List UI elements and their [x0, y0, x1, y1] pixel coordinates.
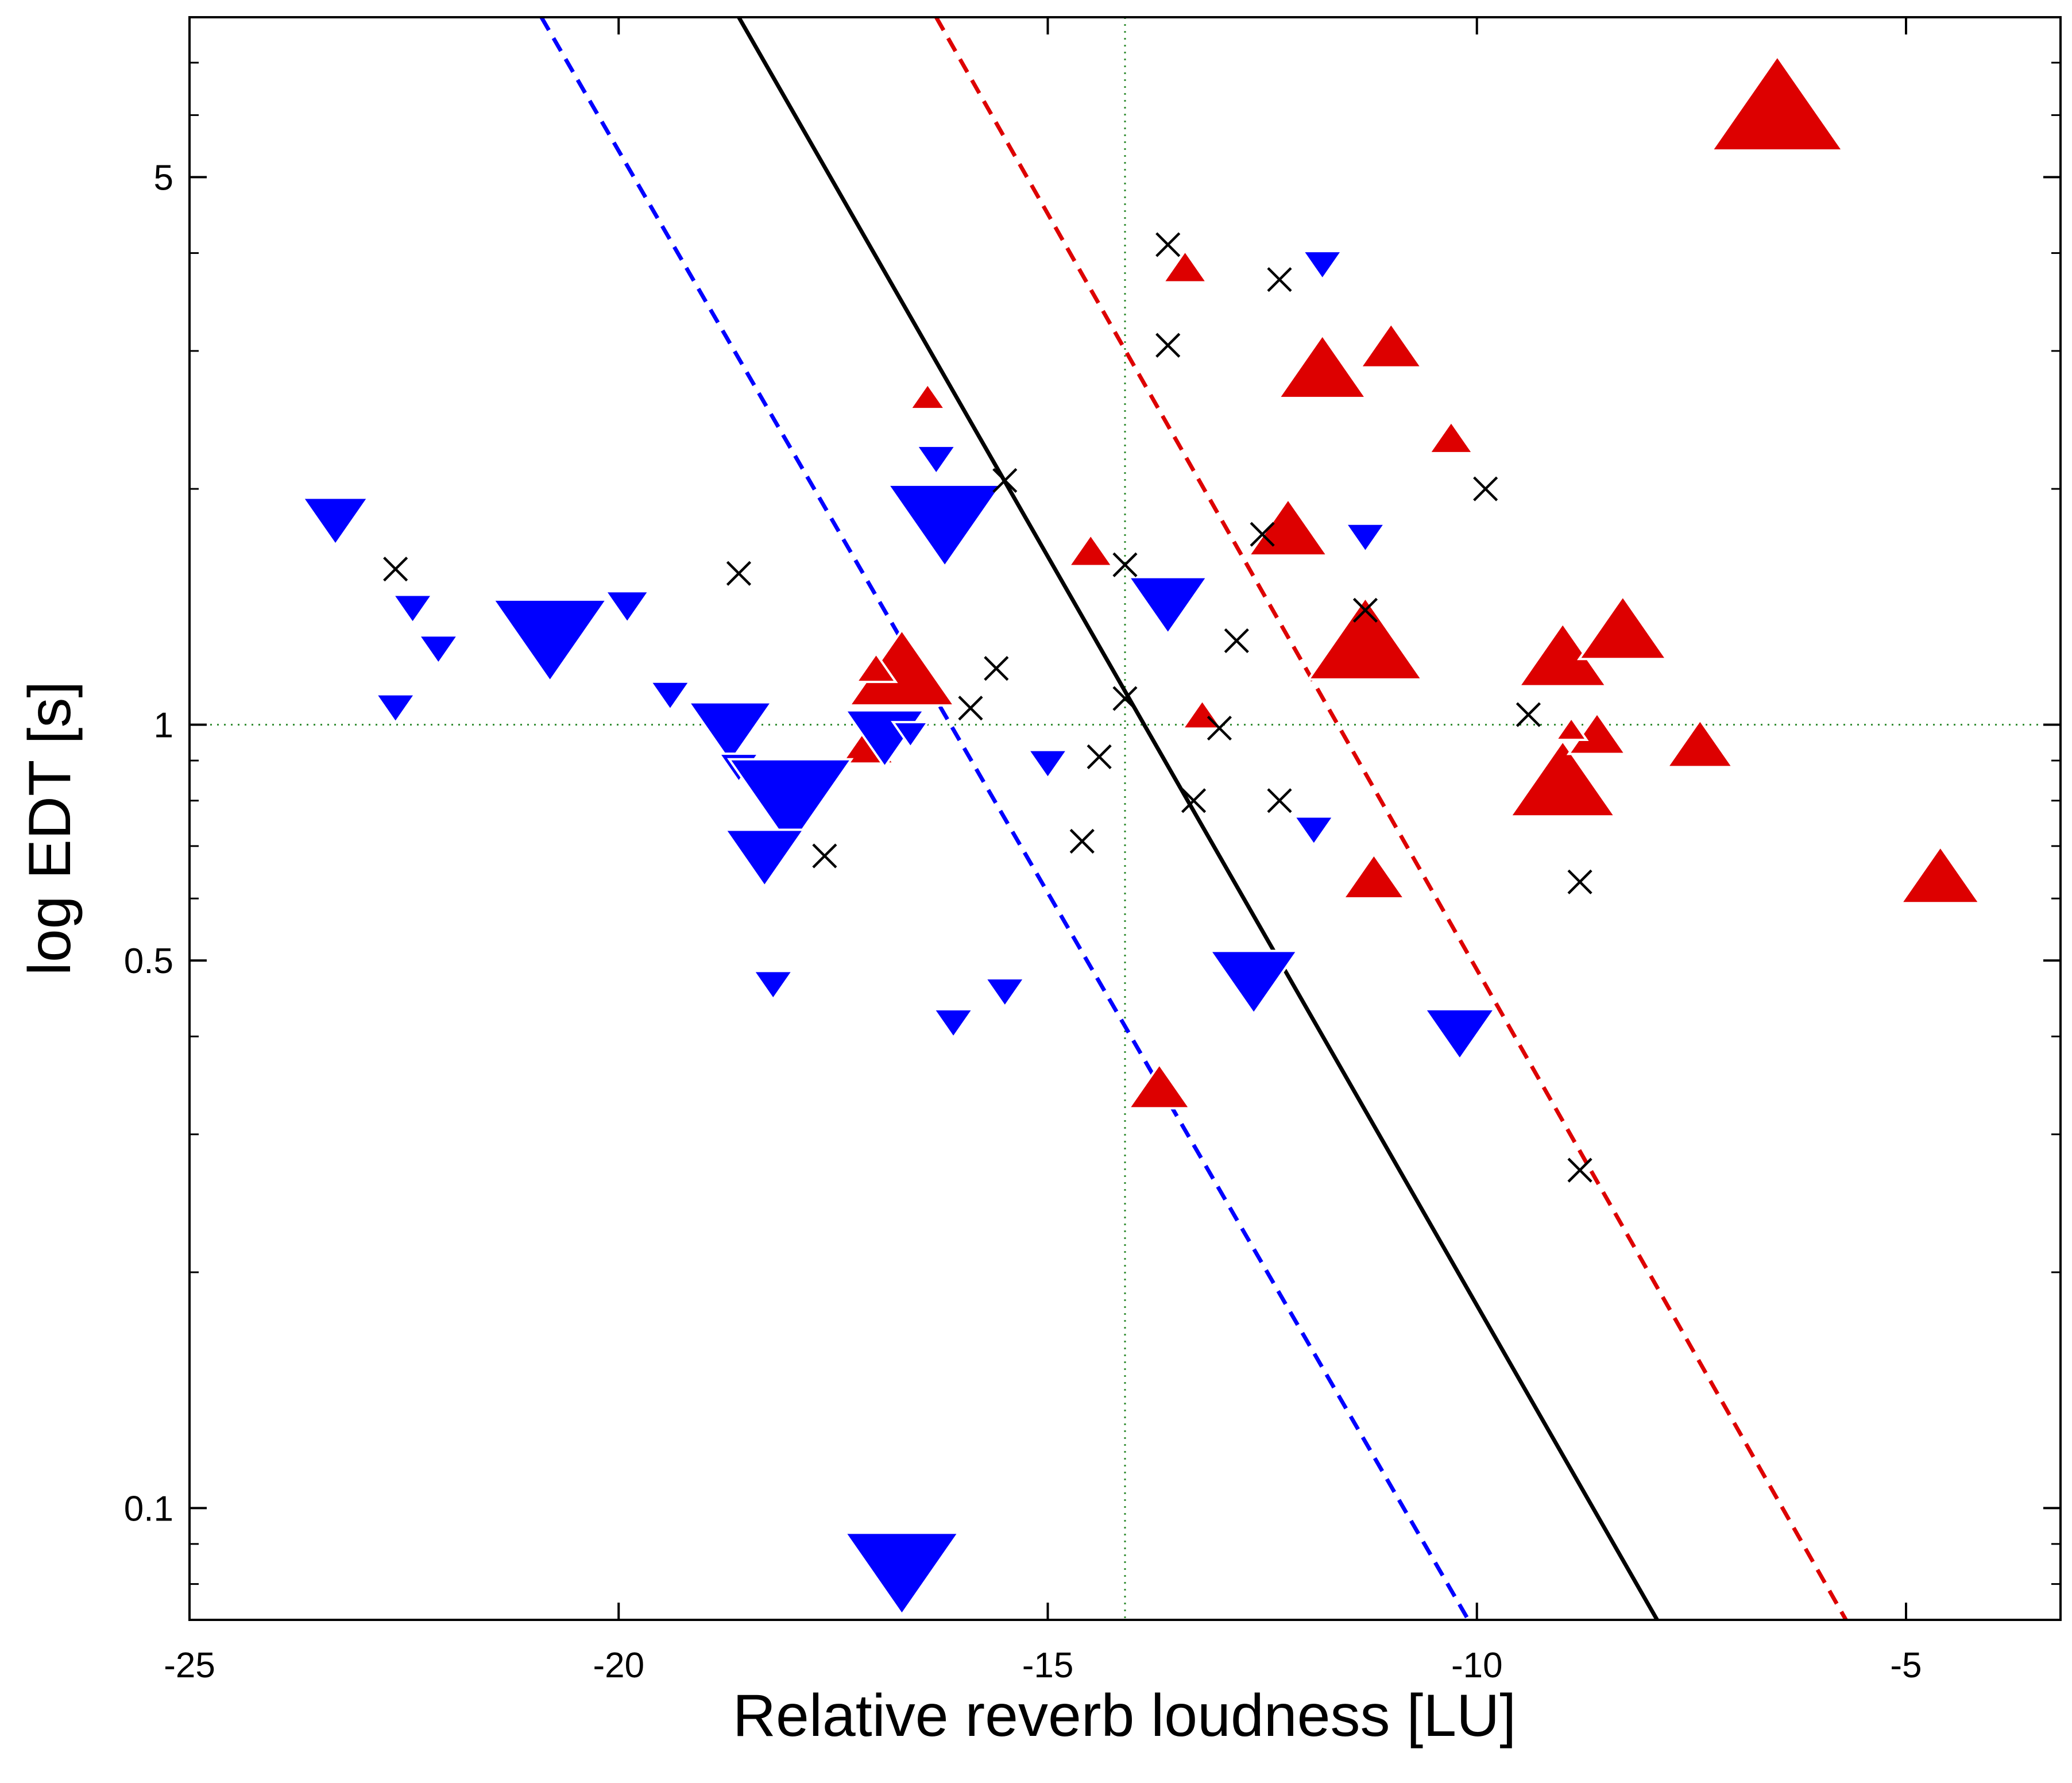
x-marker — [1155, 333, 1181, 358]
red-triangle-up-marker — [908, 381, 948, 411]
x-marker — [726, 561, 752, 586]
blue-triangle-down-marker — [1126, 576, 1209, 636]
x-marker — [992, 468, 1018, 493]
blue-triangle-down-marker — [1422, 1008, 1497, 1062]
blue-triangle-down-marker — [983, 977, 1027, 1009]
y-tick-label: 0.5 — [124, 941, 173, 981]
x-marker — [812, 843, 837, 869]
red-triangle-up-marker — [1709, 54, 1845, 152]
x-marker — [1250, 522, 1275, 547]
red-triangle-up-marker — [1066, 532, 1115, 568]
x-marker — [383, 557, 408, 582]
blue-triangle-down-marker — [686, 701, 774, 765]
y-tick-label: 1 — [154, 706, 173, 746]
x-tick-label: -15 — [1022, 1646, 1074, 1685]
red-triangle-up-marker — [1427, 419, 1475, 454]
red-triangle-up-marker — [1665, 717, 1735, 769]
x-marker — [1516, 702, 1541, 727]
plot-area — [190, 17, 2061, 1620]
blue-triangle-down-marker — [751, 970, 795, 1002]
axes: -25 -20 -15 -10 -5 0.1 0.5 1 5 — [124, 16, 2062, 1685]
x-marker — [1267, 788, 1292, 813]
blue-triangle-down-marker — [1343, 522, 1387, 554]
x-marker — [1224, 628, 1249, 654]
regression-line-solid-1 — [737, 17, 1659, 1620]
red-triangle-up-marker — [1246, 497, 1330, 557]
blue-triangle-down-marker — [373, 693, 418, 725]
x-marker — [1181, 788, 1207, 813]
x-tick-label: -10 — [1451, 1646, 1503, 1685]
red-triangle-up-marker — [1306, 596, 1425, 681]
blue-triangle-down-marker — [300, 496, 370, 547]
x-marker — [1069, 828, 1095, 854]
blue-triangle-down-marker — [416, 634, 461, 666]
x-marker — [1352, 597, 1378, 623]
x-tick-label: -20 — [593, 1646, 644, 1685]
red-triangle-up-marker — [854, 651, 898, 684]
blue-triangle-down-marker — [1026, 748, 1070, 781]
y-axis-label: log EDT [s] — [17, 681, 83, 975]
red-triangle-up-marker — [1126, 1062, 1192, 1110]
blue-triangle-down-marker — [931, 1008, 976, 1040]
regression-line-dashed-2 — [934, 17, 1848, 1620]
blue-triangle-down-marker — [914, 445, 958, 476]
blue-triangle-down-marker — [1300, 250, 1344, 281]
blue-triangle-down-marker — [1292, 815, 1336, 847]
red-triangle-up-marker — [1553, 716, 1589, 741]
blue-triangle-down-marker — [648, 680, 692, 712]
blue-triangle-down-marker — [391, 593, 435, 626]
red-triangle-up-marker — [1576, 594, 1669, 661]
red-triangle-up-marker — [1358, 321, 1424, 369]
red-triangle-up-marker — [1341, 852, 1407, 900]
x-marker — [1112, 686, 1138, 711]
blue-triangle-down-marker — [886, 483, 1004, 569]
blue-triangle-down-marker — [726, 758, 854, 850]
blue-triangle-down-marker — [491, 598, 609, 684]
blue-triangle-down-marker — [603, 590, 652, 625]
blue-triangle-down-marker — [723, 828, 806, 889]
red-triangle-up-marker — [1276, 333, 1369, 399]
regression-line-dashed-3 — [539, 17, 1470, 1620]
x-tick-label: -5 — [1890, 1646, 1922, 1685]
x-tick-label: -25 — [164, 1646, 215, 1685]
plot-frame — [188, 16, 2062, 1621]
red-triangle-up-marker — [1899, 844, 1982, 905]
blue-triangle-down-marker — [1208, 950, 1300, 1016]
x-axis-label: Relative reverb loudness [LU] — [733, 1682, 1516, 1749]
blue-triangle-down-marker — [891, 721, 930, 750]
y-tick-label: 5 — [154, 158, 173, 198]
red-triangle-up-marker — [1161, 249, 1209, 284]
x-marker — [984, 656, 1009, 681]
red-triangle-up-marker — [1508, 739, 1618, 818]
x-marker — [1567, 869, 1592, 894]
x-marker — [1087, 744, 1112, 770]
y-tick-label: 0.1 — [124, 1489, 173, 1529]
blue-triangle-down-marker — [842, 1531, 961, 1617]
x-marker — [1267, 267, 1292, 292]
x-marker — [1207, 715, 1232, 741]
x-marker — [1567, 1157, 1592, 1183]
x-marker — [1112, 552, 1138, 577]
x-marker — [1473, 476, 1498, 501]
x-marker — [958, 696, 983, 721]
x-marker — [1155, 232, 1181, 257]
